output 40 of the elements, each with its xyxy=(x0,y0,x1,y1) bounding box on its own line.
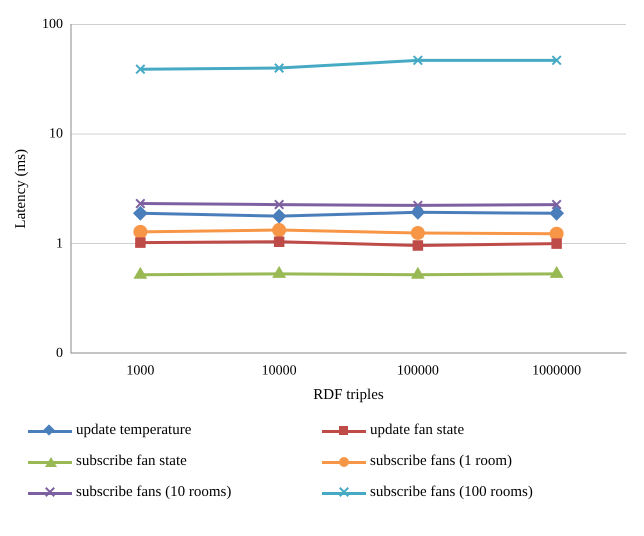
point xyxy=(551,199,562,210)
y-axis-title: Latency (ms) xyxy=(12,149,29,229)
x-tick-label: 1000000 xyxy=(532,363,582,378)
x-axis-title: RDF triples xyxy=(313,386,384,403)
y-tick-label: 1 xyxy=(56,236,63,252)
point xyxy=(274,62,284,74)
legend-label: subscribe fans (10 rooms) xyxy=(76,484,232,501)
point xyxy=(272,209,286,224)
point xyxy=(550,206,564,220)
legend-label: update fan state xyxy=(370,422,464,439)
legend-label: subscribe fan state xyxy=(76,453,187,470)
point xyxy=(272,266,286,278)
point xyxy=(134,268,147,279)
point xyxy=(551,55,562,66)
point xyxy=(135,198,146,209)
y-tick-label: 10 xyxy=(49,126,63,142)
point xyxy=(133,206,148,220)
point xyxy=(551,238,562,249)
point xyxy=(410,226,425,240)
point xyxy=(135,237,146,248)
point xyxy=(272,223,286,238)
point xyxy=(412,240,424,251)
point xyxy=(412,268,424,279)
legend-label: subscribe fans (1 room) xyxy=(370,453,512,470)
point xyxy=(135,64,146,74)
legend-label: update temperature xyxy=(76,422,192,439)
y-tick-label: 100 xyxy=(42,17,63,32)
x-tick-label: 10000 xyxy=(262,363,297,378)
legend-label: subscribe fans (100 rooms) xyxy=(370,484,533,501)
x-tick-label: 1000 xyxy=(126,363,154,378)
point xyxy=(274,236,284,247)
point xyxy=(550,226,564,241)
y-tick-label: 0 xyxy=(56,346,63,361)
point xyxy=(410,205,425,220)
point xyxy=(412,55,424,66)
point xyxy=(133,224,148,239)
x-tick-label: 100000 xyxy=(396,363,439,378)
point xyxy=(274,199,284,210)
point xyxy=(412,200,424,211)
point xyxy=(550,266,563,278)
